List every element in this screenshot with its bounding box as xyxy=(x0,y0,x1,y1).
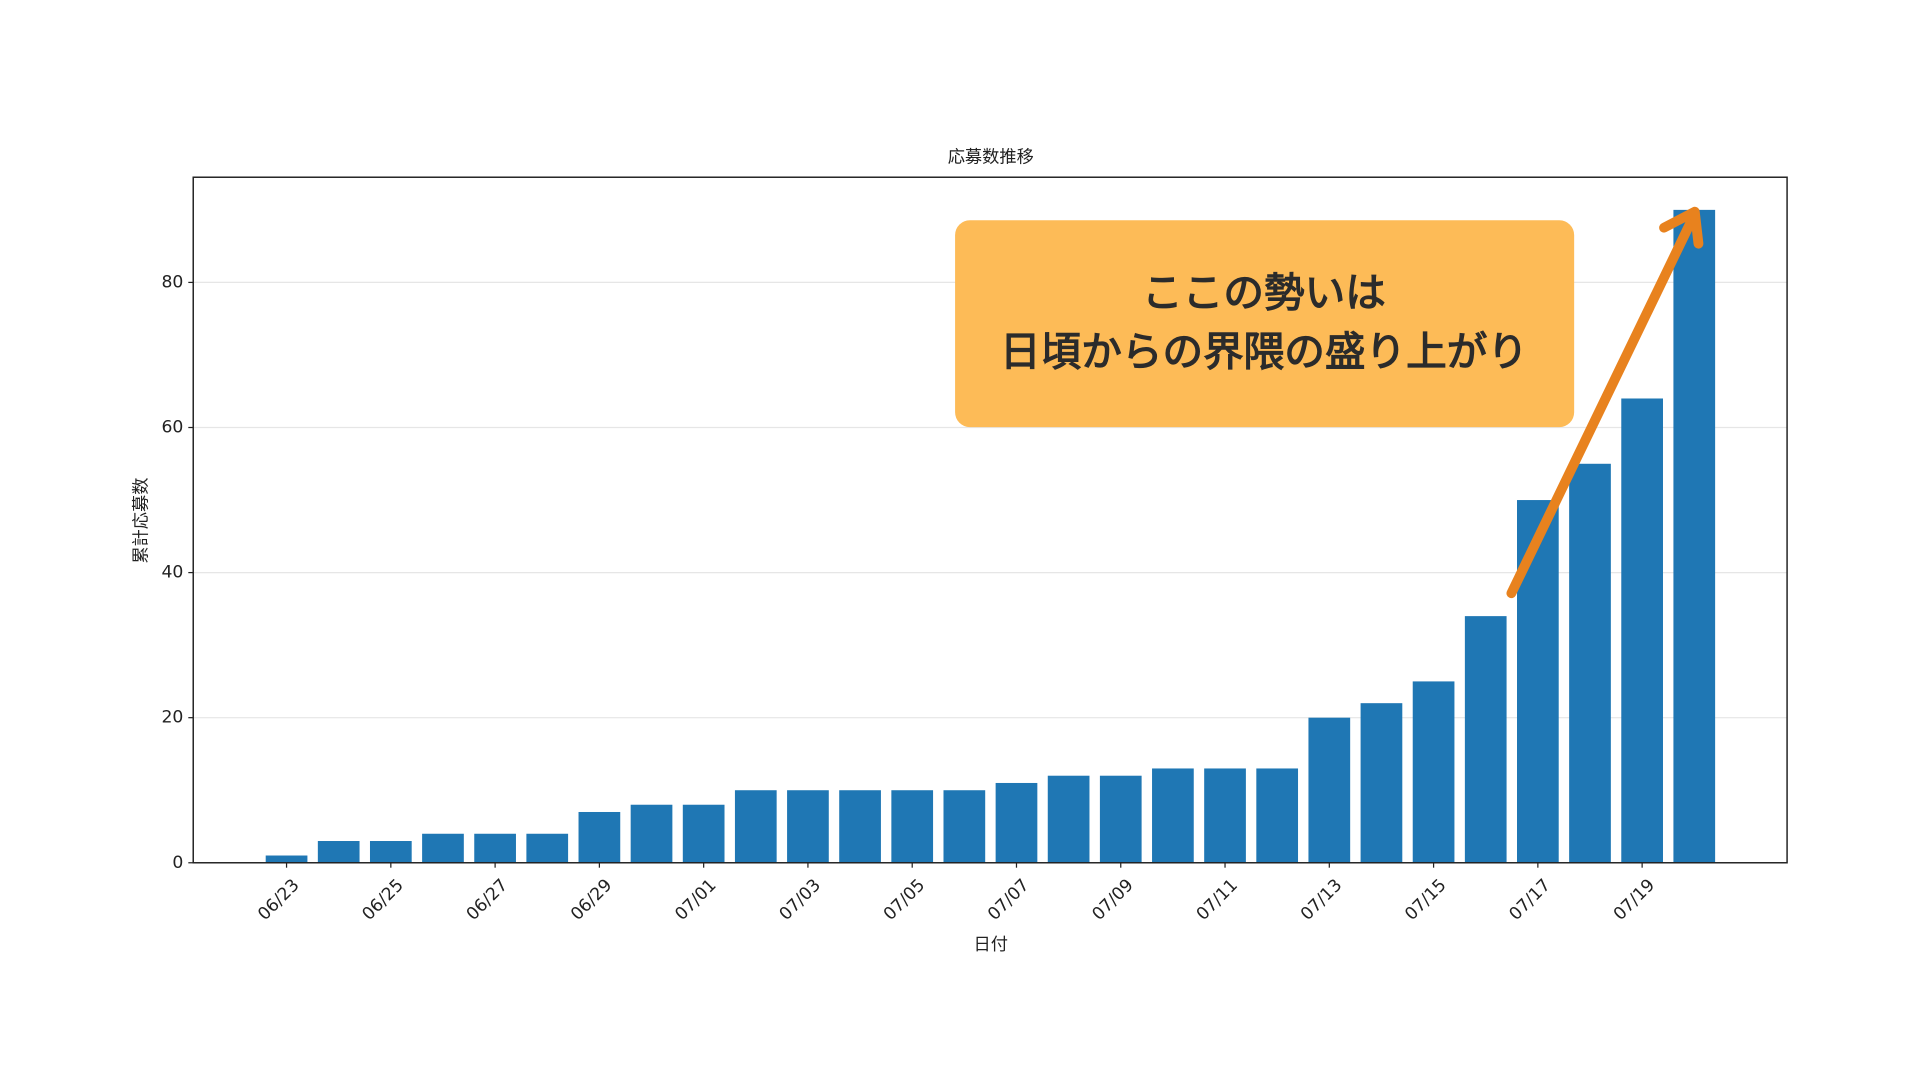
bar xyxy=(1569,463,1611,863)
bar xyxy=(1204,768,1246,863)
annotation-box xyxy=(955,220,1575,428)
x-tick-label: 06/25 xyxy=(359,875,408,924)
y-axis-label: 累計応募数 xyxy=(132,478,152,564)
x-tick-label: 07/01 xyxy=(671,875,720,924)
annotation-arrow xyxy=(1506,216,1696,599)
bar xyxy=(422,833,464,863)
x-tick-label: 07/05 xyxy=(880,875,929,924)
y-tick-label: 60 xyxy=(161,418,183,438)
y-tick-label: 0 xyxy=(172,853,183,873)
x-tick-label: 07/19 xyxy=(1610,875,1659,924)
y-tick-label: 20 xyxy=(161,708,183,728)
bar xyxy=(265,855,308,863)
bar xyxy=(734,790,777,863)
bar xyxy=(995,782,1038,863)
y-tick-label: 80 xyxy=(161,272,183,292)
x-tick-label: 07/17 xyxy=(1506,875,1555,924)
bar xyxy=(943,790,986,863)
bar xyxy=(1621,398,1663,863)
bar xyxy=(1256,768,1299,863)
annotation-arrowhead xyxy=(1659,206,1704,249)
bar xyxy=(317,841,360,863)
x-tick-label: 06/29 xyxy=(567,875,616,924)
x-tick-label: 07/13 xyxy=(1297,875,1346,924)
bar xyxy=(1412,681,1455,863)
bar xyxy=(1099,775,1142,863)
x-tick-label: 07/11 xyxy=(1193,875,1242,924)
bar xyxy=(682,804,725,863)
y-tick-label: 40 xyxy=(161,563,183,583)
bar xyxy=(1517,500,1559,863)
chart-title: 応募数推移 xyxy=(948,148,1034,168)
x-tick-label: 07/09 xyxy=(1088,875,1137,924)
annotation-text: 日頃からの界隈の盛り上がり xyxy=(1000,327,1528,375)
bar xyxy=(1360,703,1403,863)
x-tick-label: 07/07 xyxy=(984,875,1033,924)
bar xyxy=(369,841,412,863)
x-tick-label: 07/03 xyxy=(776,875,825,924)
bar xyxy=(1308,717,1351,863)
bar xyxy=(1047,775,1090,863)
annotation-text: ここの勢いは xyxy=(1142,268,1386,316)
bar xyxy=(787,790,829,863)
bar xyxy=(474,833,516,863)
x-tick-label: 06/27 xyxy=(463,875,512,924)
bar xyxy=(1673,209,1716,863)
bar xyxy=(578,811,621,863)
x-tick-label: 06/23 xyxy=(254,875,303,924)
bar xyxy=(1464,616,1507,863)
bar xyxy=(891,790,934,863)
x-tick-label: 07/15 xyxy=(1401,875,1450,924)
bar xyxy=(839,790,881,863)
bar xyxy=(630,804,673,863)
bar xyxy=(526,833,569,863)
bar xyxy=(1152,768,1194,863)
x-axis-label: 日付 xyxy=(974,935,1008,955)
plot-frame xyxy=(192,176,1788,864)
